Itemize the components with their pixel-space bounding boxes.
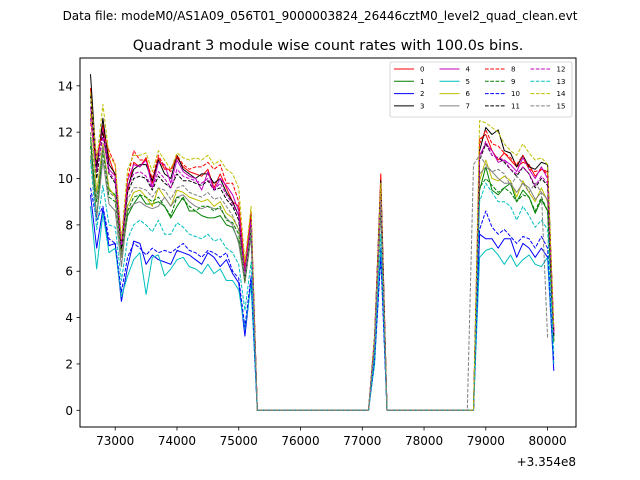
- series-layer: [90, 74, 555, 411]
- x-tick-label: 80000: [528, 434, 566, 448]
- legend-entry-3: 3: [394, 102, 424, 110]
- legend-label: 9: [511, 78, 515, 86]
- legend-entry-2: 2: [394, 90, 424, 98]
- legend-entry-11: 11: [485, 102, 520, 110]
- chart-title: Quadrant 3 module wise count rates with …: [133, 38, 524, 54]
- legend-entry-7: 7: [439, 102, 470, 110]
- y-tick-label: 12: [58, 126, 73, 140]
- figure-suptitle: Data file: modeM0/AS1A09_056T01_90000038…: [63, 9, 578, 23]
- legend-label: 0: [420, 66, 424, 74]
- plot-background: [80, 58, 576, 427]
- legend-entry-14: 14: [530, 90, 566, 98]
- legend-entry-10: 10: [485, 90, 520, 98]
- x-tick-label: 77000: [343, 434, 381, 448]
- y-tick-label: 4: [65, 311, 73, 325]
- legend-label: 14: [557, 90, 566, 98]
- legend-label: 12: [557, 66, 566, 74]
- y-tick-label: 14: [58, 79, 73, 93]
- x-tick-label: 76000: [281, 434, 319, 448]
- legend-entry-15: 15: [530, 102, 566, 110]
- legend-label: 13: [557, 78, 566, 86]
- x-tick-label: 74000: [158, 434, 196, 448]
- y-tick-label: 8: [65, 218, 73, 232]
- x-tick-label: 73000: [96, 434, 134, 448]
- legend-label: 3: [420, 102, 424, 110]
- legend-label: 1: [420, 78, 424, 86]
- legend-label: 2: [420, 90, 424, 98]
- y-tick-label: 0: [65, 404, 73, 418]
- legend-label: 5: [466, 78, 470, 86]
- legend-entry-6: 6: [439, 90, 471, 98]
- x-axis-offset-label: +3.354e8: [517, 455, 576, 469]
- legend-label: 4: [466, 66, 471, 74]
- legend-entry-5: 5: [439, 78, 470, 86]
- legend-entry-0: 0: [394, 66, 424, 74]
- legend-frame: [389, 61, 573, 118]
- x-tick-label: 75000: [220, 434, 258, 448]
- legend-label: 10: [511, 90, 520, 98]
- legend-entry-9: 9: [485, 78, 515, 86]
- legend-label: 7: [466, 102, 470, 110]
- legend-entry-1: 1: [394, 78, 424, 86]
- y-tick-label: 6: [65, 265, 73, 279]
- plot-frame: [79, 57, 577, 428]
- legend-entry-12: 12: [530, 66, 566, 74]
- y-tick-label: 2: [65, 357, 73, 371]
- x-axis: 73000 74000 75000 76000 77000 78000 79000 80000: [96, 427, 567, 448]
- y-axis: 0 2 4 6 8 10 12 14: [58, 79, 80, 418]
- x-tick-label: 79000: [467, 434, 505, 448]
- series-line-13: [90, 159, 555, 411]
- legend-label: 8: [511, 66, 515, 74]
- plot-area: [79, 57, 577, 428]
- x-tick-label: 78000: [405, 434, 443, 448]
- legend-label: 6: [466, 90, 471, 98]
- y-tick-label: 10: [58, 172, 73, 186]
- legend-entry-13: 13: [530, 78, 566, 86]
- legend-label: 11: [511, 102, 520, 110]
- series-line-15: [90, 132, 549, 411]
- legend-label: 15: [557, 102, 566, 110]
- legend-entry-8: 8: [485, 66, 515, 74]
- series-line-14: [90, 92, 555, 411]
- legend-entry-4: 4: [439, 66, 471, 74]
